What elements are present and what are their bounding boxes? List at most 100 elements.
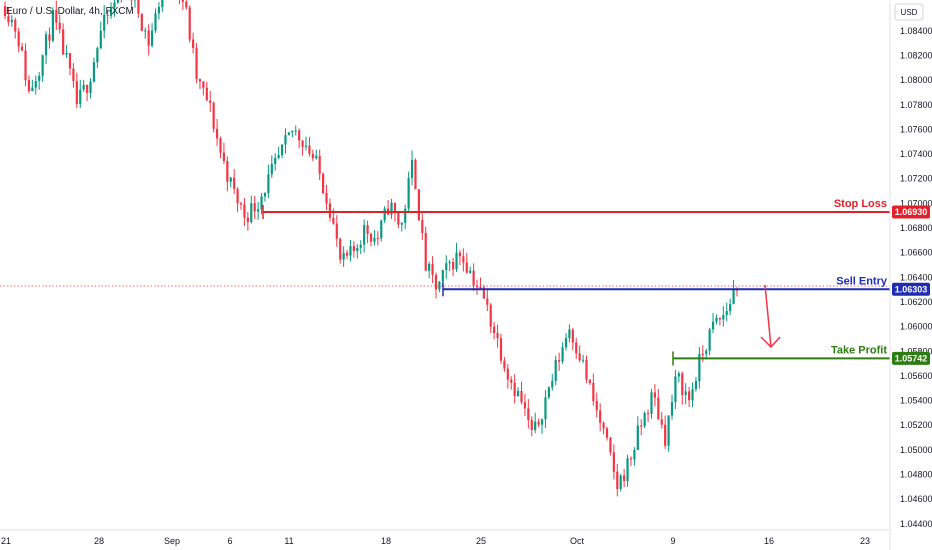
time-tick-label: 25 <box>476 536 486 546</box>
candle-body <box>475 285 479 288</box>
candle-body <box>523 402 527 409</box>
candle-body <box>445 263 448 271</box>
candle-body <box>605 428 609 438</box>
trade-levels: Stop Loss Sell Entry Take Profit <box>262 198 890 366</box>
stop-loss-level[interactable]: Stop Loss <box>262 198 890 219</box>
candle-body <box>226 160 229 182</box>
stop-loss-price-tag <box>892 205 930 219</box>
candle-body <box>705 350 708 354</box>
candle-body <box>7 16 10 23</box>
candle-body <box>462 256 465 263</box>
candle-body <box>629 458 633 460</box>
candle-body <box>527 408 530 420</box>
sell-entry-price-value: 1.06303 <box>895 284 928 294</box>
candle-body <box>725 311 728 315</box>
candle-body <box>636 425 639 450</box>
candle-body <box>708 329 711 351</box>
candle-body <box>205 87 208 101</box>
candle-body <box>458 252 462 257</box>
price-tick-label: 1.08000 <box>900 75 932 85</box>
candle-body <box>280 144 284 156</box>
candle-body <box>236 189 239 204</box>
time-axis[interactable]: 21 28 Sep 6 11 18 25 Oct 9 16 23 <box>1 536 870 546</box>
candle-body <box>465 262 468 273</box>
candle-body <box>14 19 17 32</box>
candle-body <box>653 392 657 398</box>
candle-body <box>291 130 294 133</box>
currency-button[interactable]: USD <box>894 3 924 21</box>
candle-body <box>322 173 325 194</box>
candle-body <box>715 317 718 322</box>
candle-body <box>684 391 687 395</box>
candle-body <box>294 130 297 132</box>
candle-body <box>48 34 51 41</box>
price-tick-label: 1.05000 <box>900 445 932 455</box>
candle-body <box>274 157 277 165</box>
candle-body <box>592 382 595 402</box>
candle-body <box>530 419 533 431</box>
candle-body <box>585 359 588 380</box>
candle-body <box>479 287 482 289</box>
time-tick-label: 21 <box>1 536 11 546</box>
candle-body <box>534 421 537 431</box>
candle-body <box>568 329 571 339</box>
candle-body <box>44 34 48 56</box>
candle-body <box>537 421 540 425</box>
price-tick-label: 1.06400 <box>900 272 932 282</box>
candle-body <box>722 314 725 320</box>
candle-body <box>571 329 574 343</box>
candle-body <box>270 164 273 175</box>
candle-body <box>38 75 41 82</box>
candle-body <box>356 247 359 251</box>
price-axis[interactable]: 1.08400 1.08200 1.08000 1.07800 1.07600 1.074… <box>900 26 932 529</box>
candle-body <box>250 203 253 223</box>
price-tick-label: 1.04600 <box>900 494 932 504</box>
candle-body <box>202 81 205 88</box>
candle-body <box>284 135 287 145</box>
take-profit-label: Take Profit <box>831 344 887 356</box>
candle-body <box>147 30 150 46</box>
candle-body <box>667 415 670 446</box>
candle-body <box>325 193 328 204</box>
candle-body <box>58 22 61 30</box>
take-profit-price-tag <box>892 351 930 365</box>
candle-body <box>332 217 335 224</box>
candle-body <box>209 100 212 104</box>
candle-body <box>441 270 444 282</box>
candle-body <box>140 13 143 31</box>
candle-body <box>192 39 195 49</box>
candle-body <box>438 281 441 290</box>
candle-body <box>493 326 496 333</box>
price-tick-label: 1.06000 <box>900 322 932 332</box>
candle-body <box>181 0 184 2</box>
candle-body <box>17 31 20 47</box>
sell-entry-level[interactable]: Sell Entry <box>442 275 890 297</box>
candle-body <box>34 81 37 88</box>
candle-body <box>246 217 249 223</box>
candle-body <box>154 13 157 31</box>
candle-body <box>253 203 256 212</box>
candle-body <box>698 353 701 382</box>
take-profit-level[interactable]: Take Profit <box>672 344 890 366</box>
price-tick-label: 1.08200 <box>900 50 932 60</box>
candle-body <box>328 203 332 218</box>
candle-body <box>109 7 113 16</box>
candle-body <box>540 419 544 425</box>
candle-body <box>103 14 106 31</box>
candle-body <box>65 53 68 55</box>
candle-body <box>551 380 554 388</box>
stop-loss-price-value: 1.06930 <box>895 207 928 217</box>
candle-body <box>137 0 140 14</box>
candle-body <box>198 78 202 82</box>
candle-body <box>414 160 417 190</box>
candle-body <box>674 376 677 403</box>
candle-body <box>410 160 414 179</box>
candle-body <box>339 238 342 260</box>
candle-body <box>359 244 362 248</box>
candle-body <box>455 252 458 270</box>
candle-body <box>729 303 732 312</box>
candle-body <box>681 373 684 395</box>
candle-body <box>376 237 379 239</box>
